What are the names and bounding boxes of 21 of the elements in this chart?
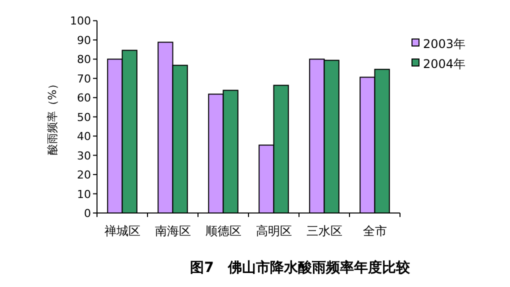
y-axis-title: 酸雨频率（%） [46,78,59,156]
x-tick-label: 南海区 [154,224,191,238]
text: 图7 佛山市降水酸雨频率年度比较 [190,259,411,276]
x-tick-label: 三水区 [306,224,342,238]
y-tick-label: 30 [77,149,91,162]
y-tick-label: 70 [77,72,91,86]
legend-label: 2004年 [423,57,466,71]
x-tick-label: 全市 [362,224,387,238]
y-tick-label: 90 [77,34,91,47]
y-tick-label: 50 [77,110,91,124]
x-tick-label: 顺德区 [205,224,242,238]
y-tick-label: 0 [84,207,91,220]
y-tick-label: 40 [77,130,91,144]
x-tick-label: 禅城区 [104,224,140,238]
y-tick-label: 20 [77,168,91,182]
legend-label: 2003年 [423,37,466,51]
y-tick-label: 100 [70,14,91,28]
y-tick-label: 80 [77,53,91,66]
y-tick-label: 10 [77,188,91,201]
x-tick-label: 高明区 [256,224,292,238]
y-tick-label: 60 [77,92,91,105]
